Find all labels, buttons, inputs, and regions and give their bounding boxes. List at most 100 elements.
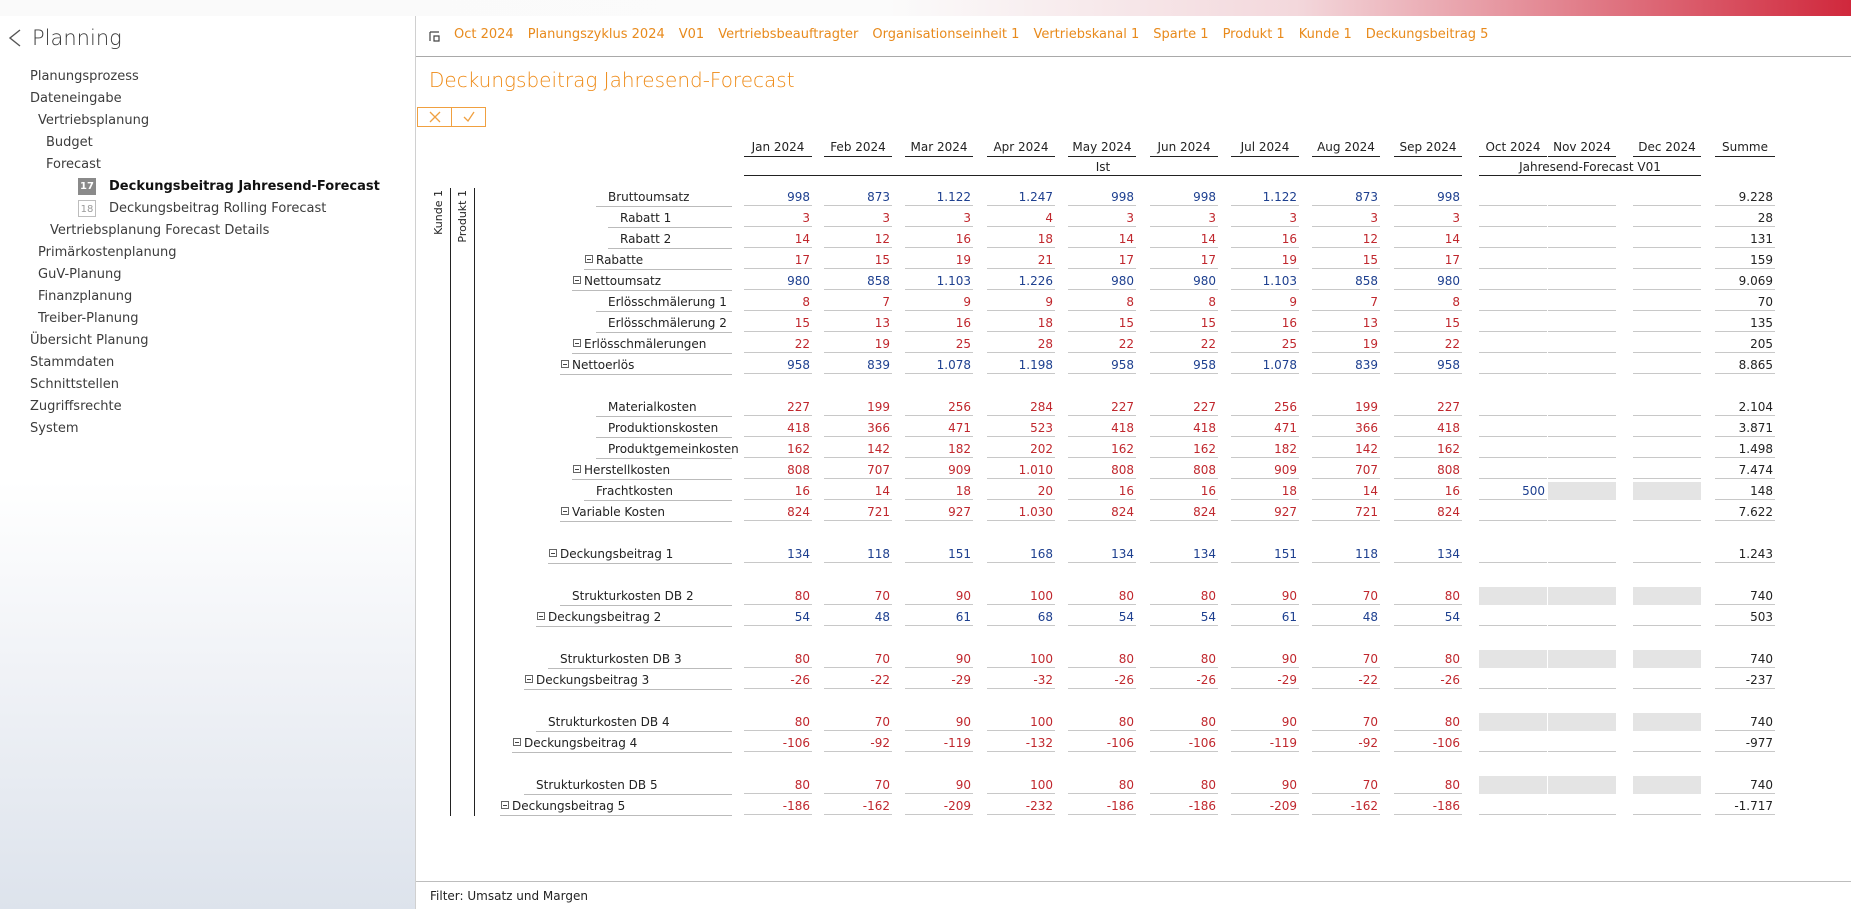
row-label[interactable]: Deckungsbeitrag 3 (524, 671, 732, 690)
row-label[interactable]: Erlösschmälerung 2 (596, 314, 732, 333)
forecast-input-cell[interactable] (1633, 335, 1701, 353)
collapse-toggle-icon[interactable] (561, 360, 569, 368)
sidebar-item[interactable]: Forecast (0, 154, 415, 176)
forecast-input-cell[interactable] (1633, 461, 1701, 479)
breadcrumb-item[interactable]: V01 (678, 27, 705, 42)
forecast-input-cell[interactable] (1479, 671, 1547, 689)
forecast-input-cell[interactable] (1548, 335, 1616, 353)
collapse-toggle-icon[interactable] (573, 339, 581, 347)
forecast-input-cell[interactable] (1548, 419, 1616, 437)
breadcrumb-item[interactable]: Produkt 1 (1222, 27, 1285, 42)
forecast-input-cell[interactable] (1548, 503, 1616, 521)
forecast-input-cell[interactable] (1633, 209, 1701, 227)
row-label[interactable]: Erlösschmälerung 1 (596, 293, 732, 312)
breadcrumb-item[interactable]: Vertriebskanal 1 (1033, 27, 1140, 42)
row-label[interactable]: Rabatt 2 (608, 230, 732, 249)
forecast-input-cell[interactable] (1548, 272, 1616, 290)
forecast-input-cell[interactable] (1479, 461, 1547, 479)
row-label[interactable]: Deckungsbeitrag 5 (500, 797, 732, 816)
forecast-input-cell[interactable] (1633, 587, 1701, 605)
forecast-input-cell[interactable] (1633, 797, 1701, 815)
forecast-input-cell[interactable] (1479, 734, 1547, 752)
forecast-input-cell[interactable] (1479, 713, 1547, 731)
forecast-input-cell[interactable] (1548, 188, 1616, 206)
forecast-input-cell[interactable] (1479, 776, 1547, 794)
row-label[interactable]: Bruttoumsatz (596, 188, 732, 207)
forecast-input-cell[interactable] (1479, 419, 1547, 437)
row-label[interactable]: Deckungsbeitrag 1 (548, 545, 732, 564)
forecast-input-cell[interactable] (1548, 209, 1616, 227)
forecast-input-cell[interactable] (1548, 230, 1616, 248)
breadcrumb-item[interactable]: Vertriebsbeauftragter (718, 27, 859, 42)
row-label[interactable]: Frachtkosten (584, 482, 732, 501)
forecast-input-cell[interactable] (1479, 335, 1547, 353)
forecast-input-cell[interactable] (1479, 209, 1547, 227)
forecast-input-cell[interactable] (1479, 440, 1547, 458)
sidebar-item[interactable]: Finanzplanung (0, 286, 415, 308)
forecast-input-cell[interactable] (1479, 587, 1547, 605)
forecast-input-cell[interactable] (1633, 419, 1701, 437)
forecast-input-cell[interactable] (1633, 776, 1701, 794)
sidebar-item[interactable]: Treiber-Planung (0, 308, 415, 330)
sidebar-item[interactable]: Stammdaten (0, 352, 415, 374)
sidebar-item[interactable]: 17 Deckungsbeitrag Jahresend-Forecast (0, 176, 415, 198)
forecast-input-cell[interactable] (1633, 545, 1701, 563)
row-label[interactable]: Deckungsbeitrag 4 (512, 734, 732, 753)
forecast-input-cell[interactable] (1633, 503, 1701, 521)
collapse-toggle-icon[interactable] (573, 465, 581, 473)
sidebar-item[interactable]: Zugriffsrechte (0, 396, 415, 418)
breadcrumb-item[interactable]: Kunde 1 (1298, 27, 1352, 42)
forecast-input-cell[interactable] (1633, 608, 1701, 626)
forecast-input-cell[interactable] (1479, 797, 1547, 815)
collapse-icon[interactable] (429, 31, 440, 42)
sidebar-item[interactable]: Übersicht Planung (0, 330, 415, 352)
confirm-button[interactable] (451, 107, 486, 127)
forecast-input-cell[interactable] (1548, 671, 1616, 689)
forecast-input-cell[interactable] (1633, 251, 1701, 269)
forecast-input-cell[interactable] (1548, 398, 1616, 416)
forecast-input-cell[interactable] (1479, 545, 1547, 563)
collapse-toggle-icon[interactable] (513, 738, 521, 746)
sidebar-item[interactable]: Planungsprozess (0, 66, 415, 88)
row-label[interactable]: Herstellkosten (572, 461, 732, 480)
sidebar-item[interactable]: Budget (0, 132, 415, 154)
sidebar-item[interactable]: Dateneingabe (0, 88, 415, 110)
sidebar-item[interactable]: Primärkostenplanung (0, 242, 415, 264)
sidebar-item[interactable]: Vertriebsplanung (0, 110, 415, 132)
forecast-input-cell[interactable] (1548, 356, 1616, 374)
row-label[interactable]: Rabatt 1 (608, 209, 732, 228)
forecast-input-cell[interactable] (1479, 272, 1547, 290)
forecast-input-cell[interactable] (1548, 734, 1616, 752)
forecast-input-cell[interactable] (1548, 797, 1616, 815)
row-label[interactable]: Strukturkosten DB 2 (560, 587, 732, 606)
row-label[interactable]: Nettoerlös (560, 356, 732, 375)
forecast-input-cell[interactable] (1548, 314, 1616, 332)
back-arrow-icon[interactable] (6, 27, 24, 49)
breadcrumb-item[interactable]: Organisationseinheit 1 (872, 27, 1020, 42)
collapse-toggle-icon[interactable] (573, 276, 581, 284)
forecast-input-cell[interactable] (1633, 650, 1701, 668)
forecast-input-cell[interactable]: 500 (1479, 482, 1547, 500)
sidebar-item[interactable]: GuV-Planung (0, 264, 415, 286)
forecast-input-cell[interactable] (1479, 650, 1547, 668)
forecast-input-cell[interactable] (1479, 398, 1547, 416)
forecast-input-cell[interactable] (1479, 503, 1547, 521)
collapse-toggle-icon[interactable] (525, 675, 533, 683)
forecast-input-cell[interactable] (1633, 230, 1701, 248)
forecast-input-cell[interactable] (1479, 230, 1547, 248)
forecast-input-cell[interactable] (1548, 587, 1616, 605)
cancel-button[interactable] (417, 107, 452, 127)
forecast-input-cell[interactable] (1633, 440, 1701, 458)
forecast-input-cell[interactable] (1479, 356, 1547, 374)
collapse-toggle-icon[interactable] (549, 549, 557, 557)
forecast-input-cell[interactable] (1548, 650, 1616, 668)
row-label[interactable]: Strukturkosten DB 4 (536, 713, 732, 732)
row-label[interactable]: Materialkosten (596, 398, 732, 417)
forecast-input-cell[interactable] (1548, 608, 1616, 626)
forecast-input-cell[interactable] (1479, 293, 1547, 311)
row-label[interactable]: Rabatte (584, 251, 732, 270)
forecast-input-cell[interactable] (1633, 188, 1701, 206)
sidebar-item[interactable]: Vertriebsplanung Forecast Details (0, 220, 415, 242)
forecast-input-cell[interactable] (1479, 188, 1547, 206)
sidebar-item[interactable]: 18 Deckungsbeitrag Rolling Forecast (0, 198, 415, 220)
